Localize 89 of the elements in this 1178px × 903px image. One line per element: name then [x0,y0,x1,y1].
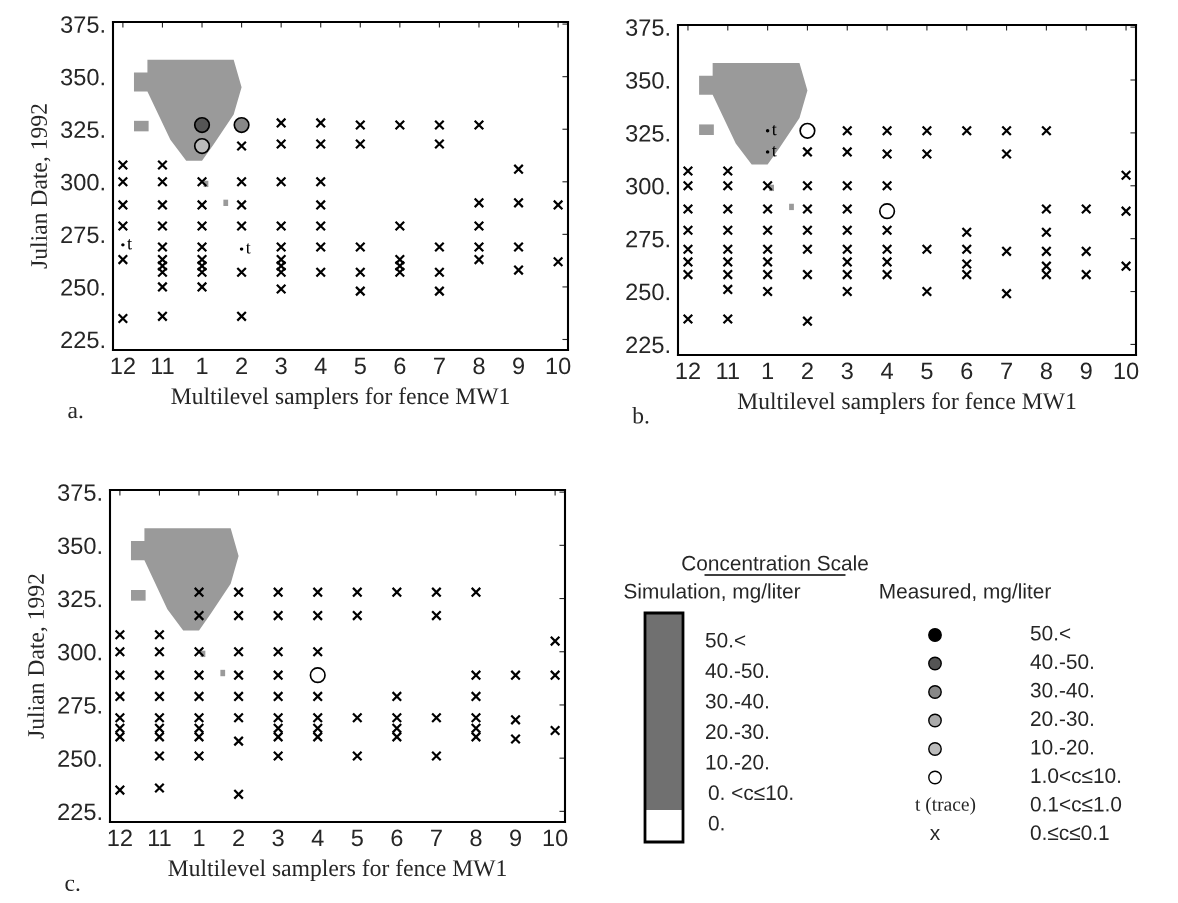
y-tick-label: 325. [626,124,669,142]
data-label: t [245,243,251,254]
x-tick-label: 5 [921,362,933,380]
text: 40.-50. [1030,654,1093,670]
y-tick-label: 250. [58,750,101,767]
x-tick-label: 11 [149,829,171,847]
text: c. [65,879,80,892]
y-tick-label: 300. [61,173,104,191]
x-tick-label: 8 [473,357,485,375]
y-tick-label: 250. [61,278,104,296]
x-tick-label: 11 [152,357,174,375]
x-tick-label: 10 [543,829,568,847]
x-tick-label: 3 [272,829,284,847]
x-tick-label: 5 [351,829,363,847]
text: a. [68,406,83,419]
x-axis-title: Multilevel samplers for fence MW1 [737,392,1076,414]
x-tick-label: 1 [194,829,205,847]
text: 50.< [705,632,746,648]
x-tick-label: 1 [762,362,774,380]
y-tick-label: 375. [626,19,669,36]
text: 10.-20. [706,754,768,770]
text: 40.-50. [705,663,768,679]
y-tick-label: 325. [58,590,101,608]
y-axis-title: Julian Date, 1992 [27,574,48,739]
x-tick-label: 6 [394,357,406,375]
x-tick-label: 2 [236,357,247,375]
x-tick-label: 3 [841,362,853,380]
text: Measured, mg/liter [880,583,1051,603]
x-tick-label: 3 [275,357,287,375]
x-tick-label: 10 [1114,362,1139,380]
text: t (trace) [915,797,976,815]
text: x [930,828,940,840]
data-label: t [127,239,132,250]
text: Concentration Scale [682,555,868,571]
x-tick-label: 12 [108,829,132,847]
text: Simulation, mg/liter [624,583,801,603]
x-tick-label: 4 [311,829,324,847]
x-tick-label: 9 [513,357,524,375]
text: b. [632,406,649,424]
text: 50.< [1030,625,1071,641]
y-tick-label: 350. [58,537,101,555]
x-tick-label: 8 [470,829,482,847]
x-tick-label: 4 [314,357,327,375]
text: 0.1<c≤1.0 [1030,796,1122,812]
y-tick-label: 375. [61,16,104,33]
x-tick-label: 6 [391,829,403,847]
y-tick-label: 350. [626,72,669,89]
y-tick-label: 225. [626,336,669,354]
text: 1.0<c≤10. [1031,768,1121,784]
y-tick-label: 275. [58,697,101,714]
text: 30.-40. [705,693,768,709]
y-tick-label: 300. [626,177,669,195]
x-tick-label: 12 [111,357,135,375]
x-tick-label: 2 [233,829,244,847]
x-axis-title: Multilevel samplers for fence MW1 [171,387,509,409]
x-tick-label: 7 [1001,362,1012,380]
x-tick-label: 6 [961,362,973,380]
x-tick-label: 10 [546,357,571,375]
text: 20.-30. [1031,711,1093,727]
data-label: t [771,124,777,136]
text: 30.-40. [1030,682,1093,698]
x-axis-title: Multilevel samplers for fence MW1 [168,859,506,881]
y-axis-title: Julian Date, 1992 [30,104,51,269]
y-tick-label: 375. [58,484,101,501]
y-tick-label: 275. [61,226,104,244]
y-tick-label: 225. [58,803,101,821]
y-tick-label: 275. [626,230,669,248]
text: 0.≤c≤0.1 [1030,825,1109,841]
text: 0. [708,815,724,831]
x-tick-label: 2 [802,362,813,380]
x-tick-label: 11 [717,362,739,380]
text: 20.-30. [706,724,768,740]
x-tick-label: 5 [354,357,366,375]
y-tick-label: 300. [58,643,101,661]
x-tick-label: 7 [431,829,442,847]
y-tick-label: 225. [61,331,104,349]
x-tick-label: 7 [434,357,445,375]
x-tick-label: 8 [1040,362,1052,380]
x-tick-label: 9 [510,829,521,847]
data-label: t [771,146,777,157]
x-tick-label: 4 [881,362,893,380]
x-tick-label: 1 [197,357,208,375]
y-tick-label: 325. [61,121,104,139]
x-tick-label: 9 [1080,362,1092,380]
y-tick-label: 350. [61,68,104,86]
text: 10.-20. [1031,739,1093,755]
x-tick-label: 12 [676,362,700,380]
text: 0. <c≤10. [708,785,793,801]
y-tick-label: 250. [626,283,669,301]
